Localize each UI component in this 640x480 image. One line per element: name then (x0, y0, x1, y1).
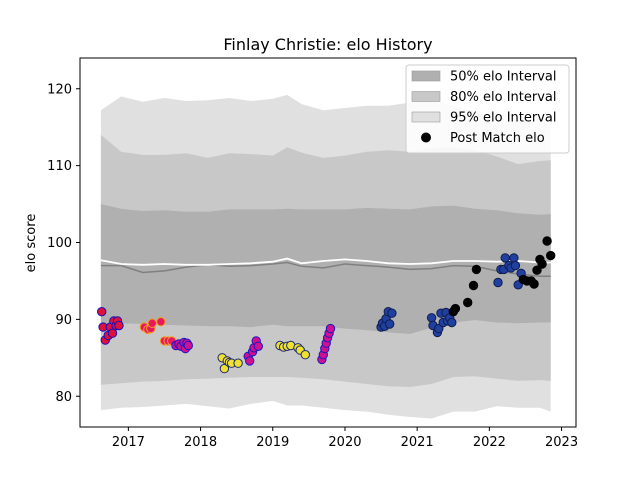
data-point (385, 319, 395, 329)
data-point (450, 303, 461, 314)
median-line (100, 257, 551, 266)
y-tick-label: 120 (47, 82, 72, 97)
data-point (471, 264, 482, 275)
legend-swatch (411, 70, 441, 82)
x-tick-label: 2019 (256, 435, 289, 450)
data-point (245, 356, 255, 366)
data-point (233, 358, 243, 368)
x-tick-label: 2021 (401, 435, 434, 450)
legend-label: 80% elo Interval (450, 90, 557, 105)
data-point (532, 265, 542, 275)
y-tick-label: 80 (55, 390, 72, 405)
data-point (114, 320, 124, 331)
x-tick-label: 2018 (184, 435, 217, 450)
data-point (447, 317, 457, 328)
data-point (542, 236, 552, 246)
x-tick-label: 2022 (473, 435, 506, 450)
data-point (493, 277, 503, 288)
legend-label: Post Match elo (450, 131, 545, 146)
mean-line (100, 261, 551, 278)
data-point (529, 279, 539, 289)
band-50 (100, 204, 551, 334)
legend-box (405, 64, 570, 154)
data-point (147, 318, 157, 328)
data-point (325, 323, 336, 334)
data-point (500, 253, 510, 263)
data-point (156, 317, 166, 327)
legend: 50% elo Interval 80% elo Interval 95% elo … (405, 64, 570, 154)
legend-label: 95% elo Interval (450, 111, 557, 126)
data-point (183, 340, 194, 351)
data-point (537, 259, 547, 269)
x-tick-label: 2020 (328, 435, 361, 450)
x-axis-ticks: 2017 2018 2019 2020 2021 2022 2023 (112, 427, 578, 450)
y-tick-label: 110 (47, 159, 72, 174)
data-point (546, 250, 556, 261)
data-point (468, 280, 479, 291)
data-point (387, 308, 397, 318)
trend-lines (100, 257, 551, 278)
y-axis-ticks: 80 90 100 110 120 (47, 82, 80, 405)
data-point (253, 341, 263, 351)
y-axis-label: elo score (24, 214, 39, 273)
data-point (107, 328, 118, 338)
x-tick-label: 2023 (545, 435, 578, 450)
x-tick-label: 2017 (112, 435, 145, 450)
legend-swatch (411, 111, 441, 123)
data-point (463, 297, 473, 308)
legend-marker (421, 132, 431, 143)
data-point (97, 307, 107, 317)
y-tick-label: 100 (47, 236, 72, 251)
data-point (510, 260, 521, 271)
data-point (426, 313, 437, 323)
data-point (509, 253, 519, 263)
legend-swatch (411, 91, 441, 102)
legend-label: 50% elo Interval (450, 70, 557, 85)
data-points (97, 236, 556, 374)
y-tick-label: 90 (55, 313, 72, 328)
data-point (300, 350, 310, 360)
chart-title: Finlay Christie: elo History (223, 35, 432, 54)
